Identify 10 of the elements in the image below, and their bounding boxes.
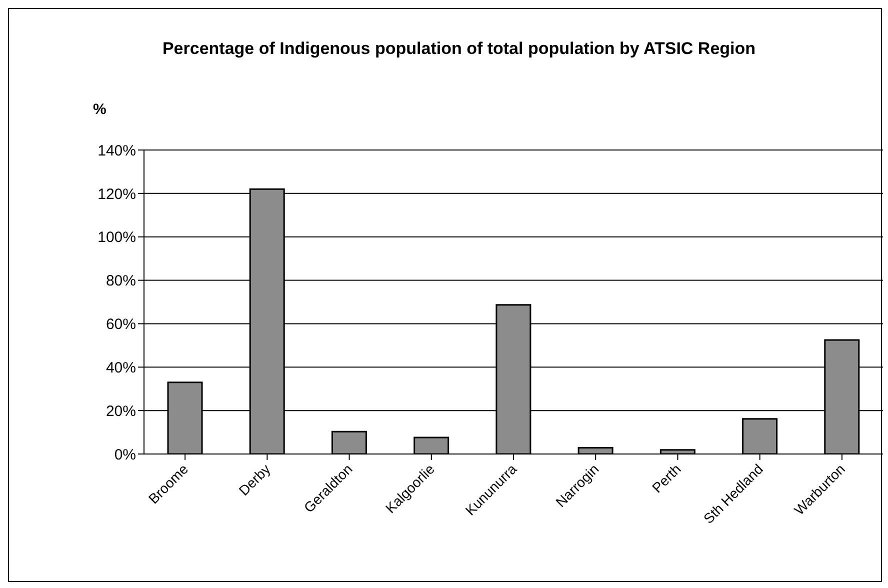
- y-tick-label: 0%: [114, 446, 136, 464]
- y-tick-label: 140%: [98, 142, 136, 160]
- y-tick-label: 40%: [106, 359, 136, 376]
- y-tick-label: 100%: [98, 229, 136, 246]
- y-axis-title: %: [93, 101, 106, 118]
- chart-title: Percentage of Indigenous population of total population by ATSIC Region: [161, 38, 757, 60]
- y-tick-label: 80%: [106, 272, 136, 290]
- y-tick-label: 20%: [106, 402, 136, 420]
- y-tick-label: 120%: [98, 186, 136, 203]
- y-tick-label: 60%: [106, 316, 136, 334]
